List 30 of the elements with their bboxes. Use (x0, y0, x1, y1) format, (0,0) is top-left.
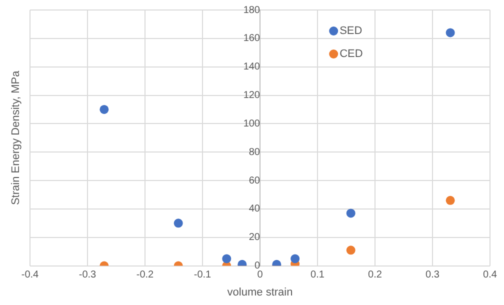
point (446, 196, 455, 205)
x-axis-title: volume strain (227, 286, 293, 298)
y-tick-label: 0 (254, 260, 260, 272)
legend-label: SED (340, 25, 362, 38)
legend-label: CED (340, 48, 363, 60)
point (446, 28, 455, 38)
x-tick-label: -0.2 (136, 270, 154, 281)
y-tick-label: 120 (243, 90, 260, 102)
y-tick-label: 140 (243, 62, 260, 73)
y-tick-label: 180 (243, 4, 260, 16)
y-tick-label: 40 (248, 204, 260, 215)
x-tick-label: 0.3 (426, 270, 440, 281)
point (174, 218, 183, 228)
point (346, 246, 356, 255)
y-tick-label: 60 (248, 175, 260, 186)
x-tick-label: -0.3 (78, 270, 97, 281)
y-axis-title: Strain Energy Density, MPa (10, 70, 22, 206)
y-tick-label: 100 (243, 118, 260, 130)
y-tick-label: 80 (248, 146, 260, 158)
y-tick-label: 20 (248, 232, 260, 244)
x-tick-label: 0.1 (310, 270, 325, 281)
point (222, 254, 232, 264)
x-tick-label: -0.4 (21, 270, 40, 281)
point (100, 104, 109, 114)
point (290, 254, 300, 264)
x-tick-label: 0.2 (368, 270, 382, 281)
x-tick-label: -0.1 (194, 270, 212, 281)
x-tick-label: 0.4 (483, 270, 498, 281)
point (346, 208, 356, 218)
y-tick-label: 160 (243, 33, 260, 44)
